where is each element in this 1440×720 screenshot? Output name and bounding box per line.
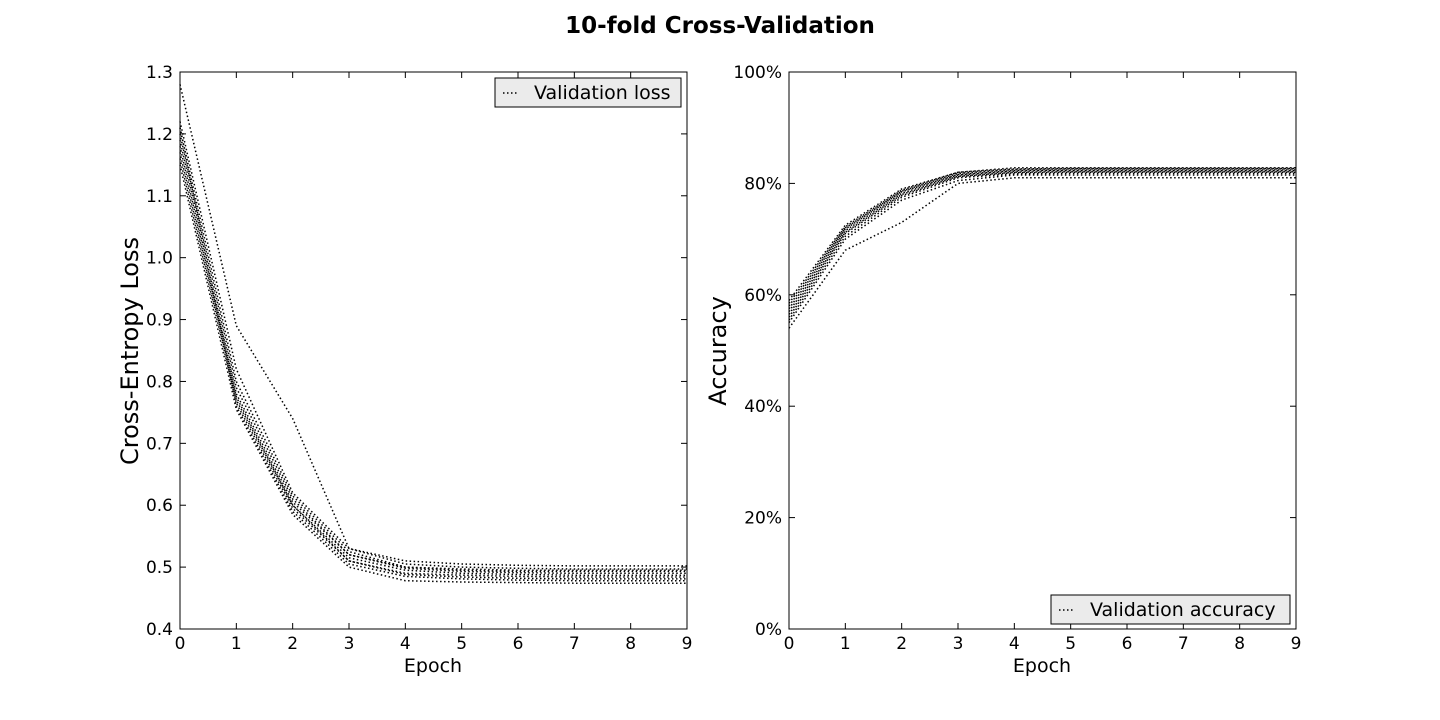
series-line-7 — [788, 169, 1296, 310]
y-tick-label: 0.5 — [146, 558, 173, 578]
plot-frame — [179, 71, 688, 630]
y-tick-label: 80% — [744, 174, 782, 194]
legend-label: Validation loss — [534, 82, 671, 104]
y-tick-label: 1.1 — [146, 187, 173, 207]
plot-frame — [788, 71, 1297, 630]
accuracy-series-group — [788, 167, 1296, 329]
series-line-3 — [179, 127, 687, 571]
legend-label: Validation accuracy — [1090, 599, 1276, 621]
loss-chart: 0 1 2 3 4 5 6 7 8 9 0.4 0.5 0.6 0.7 0.8 0.9 1.0 1.1 1.2 1.3… — [116, 63, 692, 677]
series-line-7 — [179, 152, 687, 578]
x-tick-label: 1 — [231, 634, 242, 654]
y-tick-label: 20% — [744, 509, 782, 529]
series-line-4 — [179, 133, 687, 573]
series-line-9 — [179, 127, 687, 582]
loss-series-group — [179, 84, 687, 584]
y-tick-label: 40% — [744, 397, 782, 417]
x-tick-label: 7 — [569, 634, 580, 654]
y-tick-label: 0.8 — [146, 372, 173, 392]
series-line-8 — [179, 158, 687, 580]
y-tick-label: 100% — [733, 63, 782, 83]
series-line-4 — [788, 171, 1296, 318]
x-tick-label: 6 — [1122, 634, 1133, 654]
x-tick-label: 8 — [1234, 634, 1245, 654]
y-tick-label: 0.7 — [146, 434, 173, 454]
x-tick-label: 0 — [784, 634, 795, 654]
series-line-2 — [788, 174, 1296, 324]
series-line-6 — [788, 169, 1296, 312]
x-axis-label: Epoch — [404, 655, 462, 677]
y-tick-label: 0.6 — [146, 496, 173, 516]
x-tick-label: 9 — [682, 634, 693, 654]
x-tick-label: 2 — [287, 634, 298, 654]
x-tick-label: 8 — [625, 634, 636, 654]
accuracy-ticks: 0 1 2 3 4 5 6 7 8 9 0% 20% 40% 60% 80% 100% — [733, 63, 1301, 654]
series-line-9 — [788, 167, 1296, 304]
y-axis-label: Cross-Entropy Loss — [116, 237, 144, 465]
y-tick-label: 0.9 — [146, 311, 173, 331]
x-axis-label: Epoch — [1013, 655, 1071, 677]
legend-box — [494, 77, 682, 108]
series-line-10 — [179, 164, 687, 584]
y-tick-label: 0% — [755, 620, 782, 640]
series-line-8 — [788, 168, 1296, 307]
legend-box — [1050, 594, 1291, 625]
loss-ticks: 0 1 2 3 4 5 6 7 8 9 0.4 0.5 0.6 0.7 0.8 0.9 1.0 1.1 1.2 1.3 — [146, 63, 692, 654]
x-tick-label: 9 — [1291, 634, 1302, 654]
x-tick-label: 3 — [953, 634, 964, 654]
x-tick-label: 3 — [344, 634, 355, 654]
x-tick-label: 4 — [1009, 634, 1020, 654]
y-tick-label: 60% — [744, 286, 782, 306]
series-line-2 — [179, 121, 687, 570]
series-line-1 — [179, 84, 687, 567]
accuracy-chart: 0 1 2 3 4 5 6 7 8 9 0% 20% 40% 60% 80% 100% Accuracy Ep… — [704, 63, 1301, 677]
x-tick-label: 1 — [840, 634, 851, 654]
x-tick-label: 7 — [1178, 634, 1189, 654]
x-tick-label: 2 — [896, 634, 907, 654]
series-line-6 — [179, 146, 687, 576]
y-tick-label: 1.0 — [146, 249, 173, 269]
x-tick-label: 6 — [513, 634, 524, 654]
y-tick-label: 0.4 — [146, 620, 173, 640]
y-tick-label: 1.2 — [146, 125, 173, 145]
x-tick-label: 5 — [1065, 634, 1076, 654]
y-axis-label: Accuracy — [704, 296, 732, 406]
x-tick-label: 0 — [175, 634, 186, 654]
series-line-10 — [788, 167, 1296, 301]
y-tick-label: 1.3 — [146, 63, 173, 83]
legend: Validation loss — [494, 77, 682, 108]
series-line-3 — [788, 172, 1296, 321]
x-tick-label: 5 — [456, 634, 467, 654]
legend: Validation accuracy — [1050, 594, 1291, 625]
series-line-5 — [788, 170, 1296, 315]
series-line-1 — [788, 177, 1296, 329]
x-tick-label: 4 — [400, 634, 411, 654]
series-line-5 — [179, 139, 687, 575]
figure-title: 10-fold Cross-Validation — [565, 13, 875, 39]
